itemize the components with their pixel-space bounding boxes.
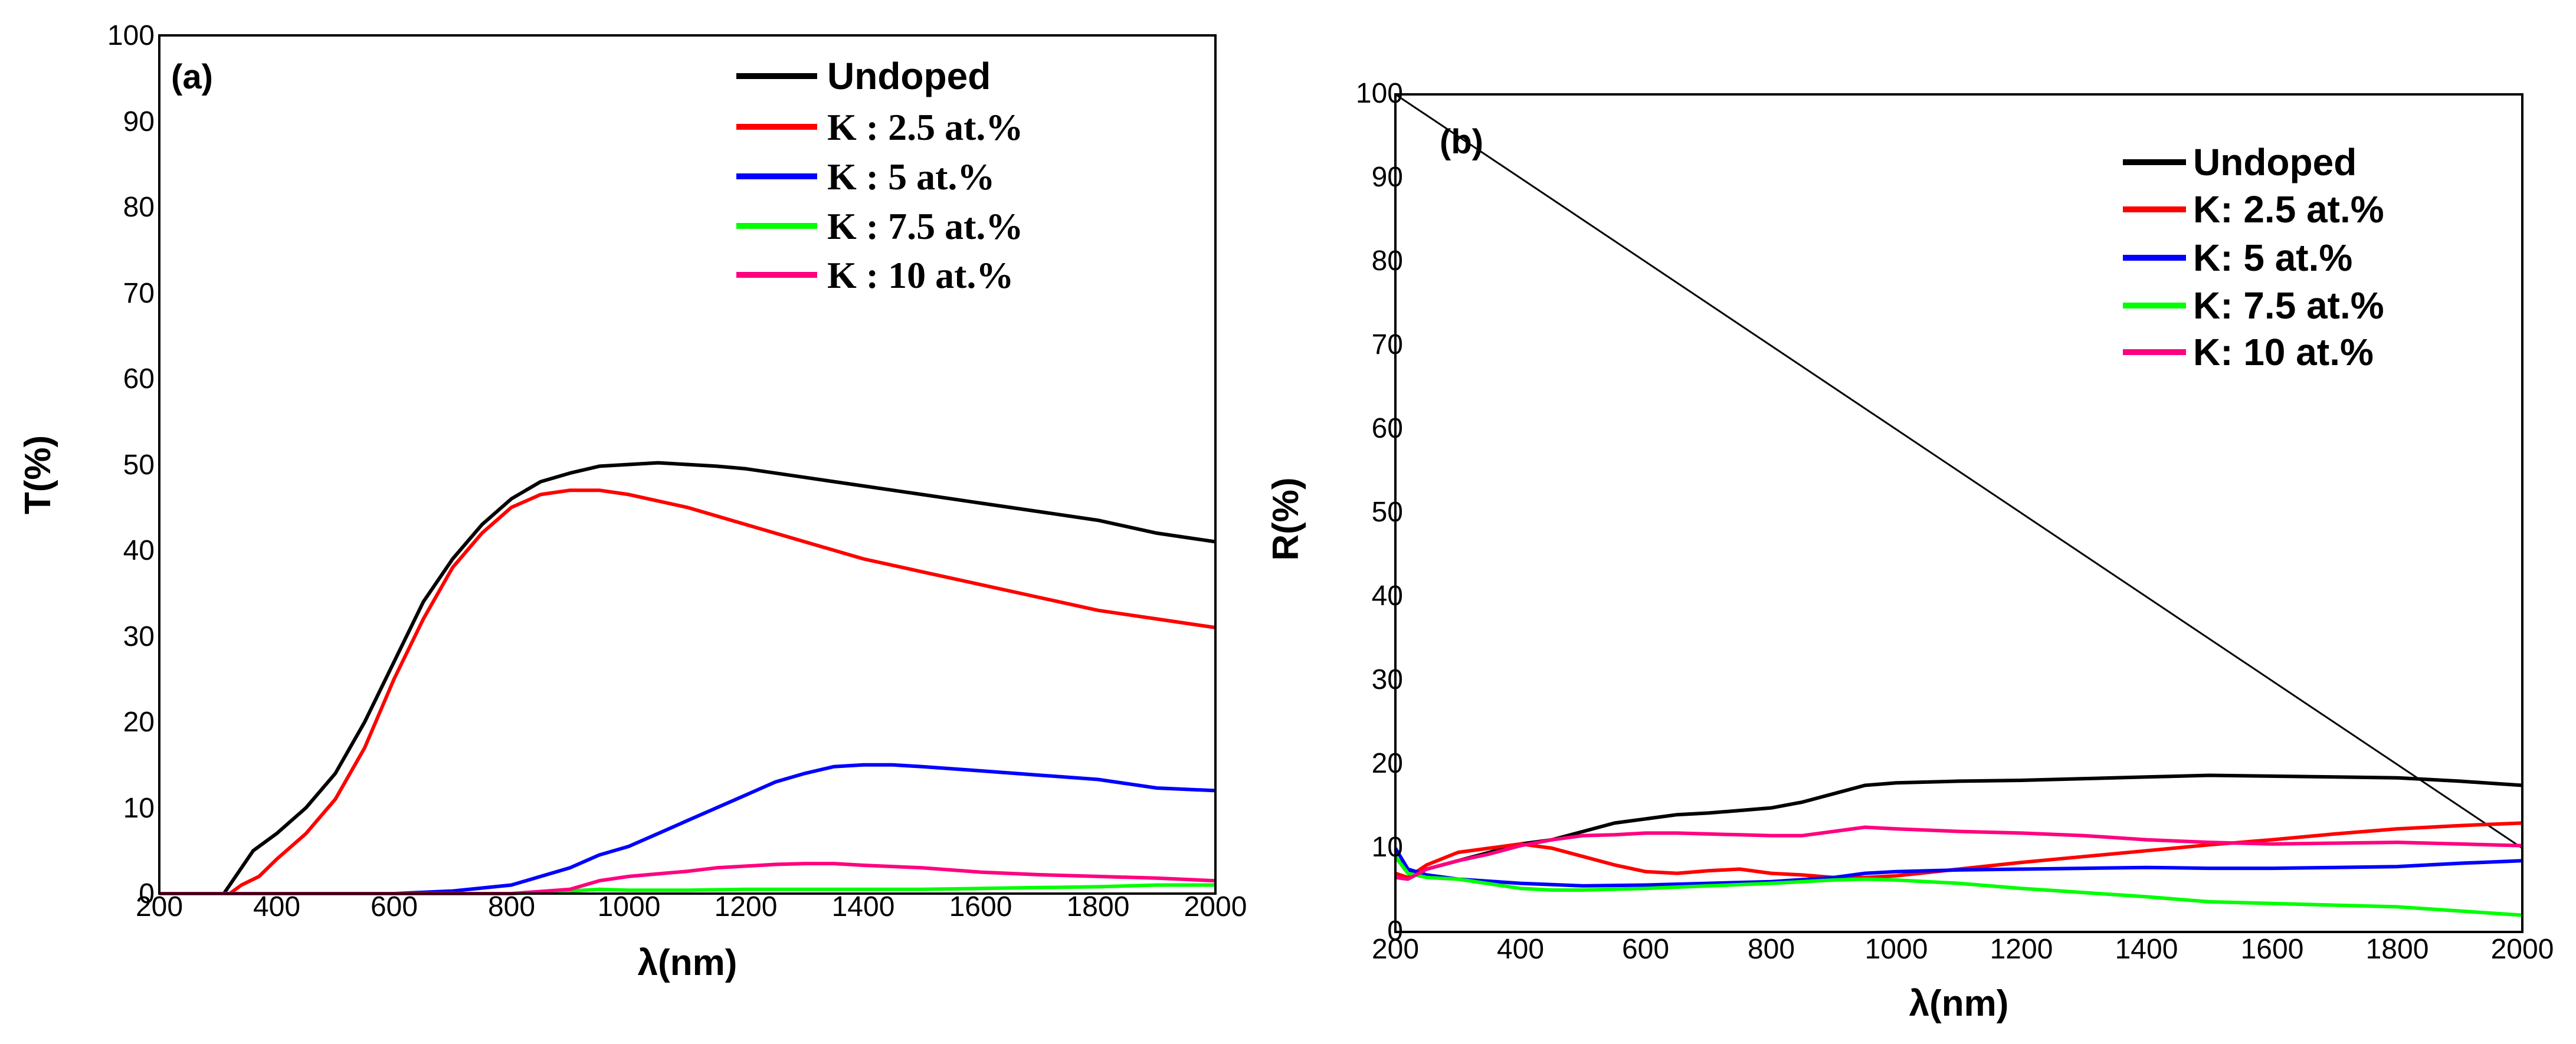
panel-b-plot-area xyxy=(1394,93,2523,917)
panel-b-x-tick-label: 400 xyxy=(1497,934,1544,965)
legend-label-k-2-5: K : 2.5 at.% xyxy=(827,106,1023,148)
panel-b-y-tick-label: 0 xyxy=(1387,915,1403,947)
legend-label-k-5: K: 5 at.% xyxy=(2193,237,2352,279)
panel-b-y-ticks: 0 10 20 30 40 50 60 70 80 90 100 xyxy=(1356,78,1403,947)
legend-label-k-5: K : 5 at.% xyxy=(827,156,995,198)
panel-a-y-tick-label: 30 xyxy=(123,621,155,652)
panel-a-x-tick-label: 400 xyxy=(253,891,300,922)
panel-b-x-tick-label: 600 xyxy=(1622,934,1669,965)
panel-a-y-tick-label: 10 xyxy=(123,793,155,824)
panel-b-x-axis-title: λ(nm) xyxy=(1909,983,2009,1024)
panel-a: (a) 0 10 20 30 40 50 60 70 80 90 100 200… xyxy=(18,20,1247,983)
panel-a-series-k-2-5-at xyxy=(159,488,1216,895)
panel-b-x-tick-label: 1600 xyxy=(2241,934,2304,965)
panel-b-x-tick-label: 1000 xyxy=(1865,934,1928,965)
panel-b-x-ticks: 200 400 600 800 1000 1200 1400 1600 1800… xyxy=(1372,934,2554,965)
panel-b-x-tick-label: 1400 xyxy=(2115,934,2178,965)
panel-b-y-tick-label: 70 xyxy=(1372,329,1403,360)
panel-b-series-k-10-at xyxy=(1395,825,2523,881)
panel-b-x-tick-label: 1200 xyxy=(1990,934,2053,965)
panel-b-y-axis-title: R(%) xyxy=(1266,477,1306,560)
panel-b-label: (b) xyxy=(1440,123,1483,161)
panel-b-y-tick-label: 80 xyxy=(1372,245,1403,277)
panel-a-x-tick-label: 600 xyxy=(371,891,418,922)
panel-a-y-tick-label: 0 xyxy=(139,878,155,910)
panel-b-series-k-7-5-at xyxy=(1394,855,2523,917)
panel-a-y-tick-label: 80 xyxy=(123,192,155,223)
legend-label-k-10: K : 10 at.% xyxy=(827,254,1014,296)
panel-a-series-undoped xyxy=(159,461,1216,895)
panel-b-frame xyxy=(1394,93,2523,933)
panel-a-y-tick-label: 70 xyxy=(123,278,155,309)
panel-a-y-tick-label: 40 xyxy=(123,535,155,566)
panel-b-series-k-5-at xyxy=(1394,847,2523,888)
panel-b-x-tick-label: 2000 xyxy=(2491,934,2554,965)
panel-a-x-tick-label: 2000 xyxy=(1184,891,1247,922)
panel-a-y-ticks: 0 10 20 30 40 50 60 70 80 90 100 xyxy=(107,20,155,910)
panel-b-x-tick-label: 1800 xyxy=(2366,934,2429,965)
panel-b-legend: Undoped K: 2.5 at.% K: 5 at.% K: 7.5 at.… xyxy=(2123,141,2384,373)
panel-a-frame xyxy=(158,34,1217,895)
panel-b-y-tick-label: 100 xyxy=(1356,78,1403,109)
panel-b-y-tick-label: 90 xyxy=(1372,162,1403,193)
panel-a-y-tick-label: 60 xyxy=(123,363,155,395)
panel-a-series-k-7-5-at xyxy=(159,883,1215,895)
panel-b-diagonal-line xyxy=(1395,93,2523,849)
panel-b-series-undoped xyxy=(1394,773,2523,875)
panel-a-x-tick-label: 1200 xyxy=(715,891,778,922)
panel-a-y-tick-label: 90 xyxy=(123,106,155,137)
panel-a-x-axis-title: λ(nm) xyxy=(638,943,738,983)
panel-a-legend: Undoped K : 2.5 at.% K : 5 at.% K : 7.5 … xyxy=(736,55,1023,296)
panel-a-plot-area xyxy=(159,461,1216,895)
panel-a-x-tick-label: 1000 xyxy=(598,891,661,922)
panel-a-x-tick-label: 1800 xyxy=(1067,891,1130,922)
panel-a-x-tick-label: 1400 xyxy=(832,891,895,922)
panel-a-series-k-10-at xyxy=(159,862,1216,895)
legend-label-k-2-5: K: 2.5 at.% xyxy=(2193,188,2384,231)
panel-b-x-tick-label: 800 xyxy=(1748,934,1795,965)
panel-a-y-axis-title: T(%) xyxy=(18,435,58,514)
panel-b-x-tick-label: 200 xyxy=(1372,934,1419,965)
panel-b-y-tick-label: 20 xyxy=(1372,748,1403,779)
panel-b-y-tick-label: 60 xyxy=(1372,413,1403,444)
panel-a-label: (a) xyxy=(171,58,213,96)
panel-b: (b) 0 10 20 30 40 50 60 70 80 90 100 200… xyxy=(1266,78,2554,1024)
legend-label-undoped: Undoped xyxy=(2193,141,2357,183)
panel-a-y-tick-label: 100 xyxy=(107,20,155,51)
panel-a-y-tick-label: 50 xyxy=(123,449,155,481)
panel-b-y-tick-label: 50 xyxy=(1372,497,1403,528)
panel-a-series-k-5-at xyxy=(159,763,1216,895)
legend-label-undoped: Undoped xyxy=(827,55,991,97)
legend-label-k-7-5: K : 7.5 at.% xyxy=(827,205,1023,247)
panel-b-y-tick-label: 10 xyxy=(1372,832,1403,863)
panel-a-x-tick-label: 200 xyxy=(136,891,183,922)
panel-a-x-ticks: 200 400 600 800 1000 1200 1400 1600 1800… xyxy=(136,891,1247,922)
panel-a-y-tick-label: 20 xyxy=(123,707,155,738)
panel-a-x-tick-label: 800 xyxy=(488,891,535,922)
legend-label-k-10: K: 10 at.% xyxy=(2193,331,2374,373)
panel-a-x-tick-label: 1600 xyxy=(949,891,1012,922)
panel-b-y-tick-label: 30 xyxy=(1372,664,1403,695)
panel-b-y-tick-label: 40 xyxy=(1372,580,1403,612)
legend-label-k-7-5: K: 7.5 at.% xyxy=(2193,284,2384,327)
